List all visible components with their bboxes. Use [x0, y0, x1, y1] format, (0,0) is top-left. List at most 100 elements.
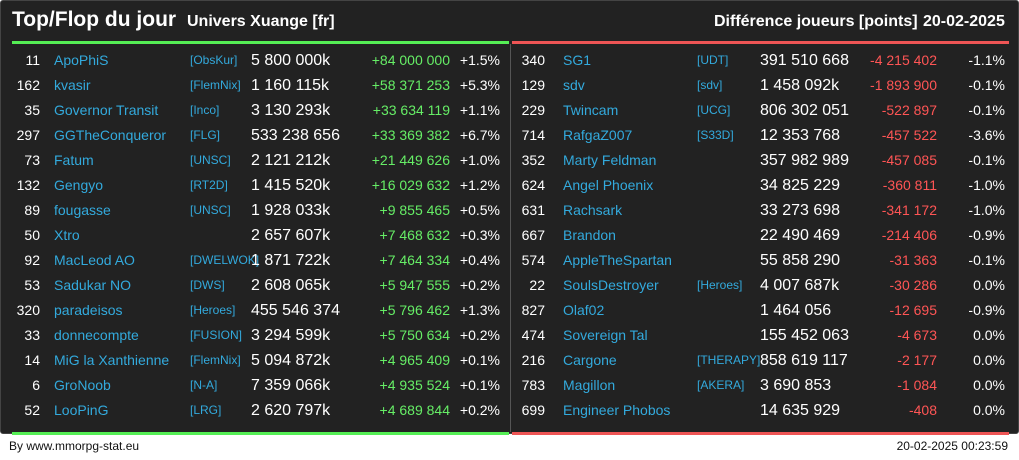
player-rank: 474	[521, 327, 545, 343]
alliance-tag-link[interactable]: [FLG]	[190, 128, 221, 142]
player-name-link[interactable]: Rachsark	[563, 202, 623, 218]
player-rank: 11	[25, 52, 40, 68]
player-points: 7 359 066k	[251, 377, 331, 394]
player-name-link[interactable]: Xtro	[54, 227, 80, 243]
player-name-link[interactable]: Magillon	[563, 377, 616, 393]
alliance-tag-link[interactable]: [sdv]	[697, 78, 723, 92]
player-name-link[interactable]: donnecompte	[54, 327, 139, 343]
player-points: 533 238 656	[251, 127, 340, 144]
alliance-tag-link[interactable]: [UNSC]	[190, 153, 231, 167]
player-points: 1 464 056	[760, 302, 832, 319]
player-name-link[interactable]: SoulsDestroyer	[563, 277, 659, 293]
points-difference: +16 029 632	[371, 177, 450, 193]
player-rank: 827	[521, 302, 545, 318]
player-name-link[interactable]: ApoPhiS	[54, 52, 109, 68]
player-name-link[interactable]: Fatum	[54, 152, 94, 168]
alliance-tag-link[interactable]: [AKERA]	[697, 378, 745, 392]
player-points: 2 657 607k	[251, 227, 331, 244]
alliance-tag-link[interactable]: [THERAPY]	[697, 353, 761, 367]
player-rank: 297	[16, 127, 40, 143]
player-name-link[interactable]: Cargone	[563, 352, 617, 368]
player-name-link[interactable]: Angel Phoenix	[563, 177, 654, 193]
top-row: 92 MacLeod AO [DWELWOK] 1 871 722k +7 464 33…	[1, 248, 500, 273]
player-name-link[interactable]: RafgaZ007	[563, 127, 633, 143]
points-difference: -2 177	[897, 352, 937, 368]
alliance-tag-link[interactable]: [N-A]	[190, 378, 218, 392]
alliance-tag-link[interactable]: [LRG]	[190, 403, 222, 417]
player-name-link[interactable]: MacLeod AO	[54, 252, 135, 268]
alliance-tag-link[interactable]: [DWS]	[190, 278, 225, 292]
player-name-link[interactable]: Gengyo	[54, 177, 104, 193]
player-name-link[interactable]: sdv	[563, 77, 585, 93]
alliance-tag-link[interactable]: [UDT]	[697, 53, 729, 67]
points-difference: -214 406	[881, 227, 937, 243]
points-difference: +4 689 844	[379, 402, 450, 418]
player-rank: 783	[521, 377, 545, 393]
footer-source: By www.mmorpg-stat.eu	[9, 439, 140, 453]
universe-label: Univers Xuange [fr]	[187, 13, 335, 30]
alliance-tag-link[interactable]: [FlemNix]	[190, 353, 241, 367]
percent-change: +1.1%	[459, 102, 500, 118]
player-name-link[interactable]: AppleTheSpartan	[563, 252, 672, 268]
percent-change: -0.1%	[968, 102, 1005, 118]
points-difference: -4 673	[897, 327, 937, 343]
player-name-link[interactable]: kvasir	[54, 77, 91, 93]
player-name-link[interactable]: Engineer Phobos	[563, 402, 671, 418]
player-points: 1 415 520k	[251, 177, 331, 194]
player-points: 1 928 033k	[251, 202, 331, 219]
player-rank: 352	[521, 152, 545, 168]
alliance-tag-link[interactable]: [RT2D]	[190, 178, 228, 192]
flop-row: 574 AppleTheSpartan 55 858 290 -31 363 -0.1%	[510, 248, 1007, 273]
player-name-link[interactable]: Sovereign Tal	[563, 327, 648, 343]
top-list-bottom-bar	[12, 432, 509, 435]
points-difference: -1 084	[897, 377, 937, 393]
player-name-link[interactable]: Twincam	[563, 102, 619, 118]
player-name-link[interactable]: MiG la Xanthienne	[54, 352, 170, 368]
alliance-tag-link[interactable]: [FlemNix]	[190, 78, 241, 92]
alliance-tag-link[interactable]: [Heroes]	[697, 278, 743, 292]
player-rank: 574	[521, 252, 545, 268]
points-difference: -30 286	[889, 277, 937, 293]
flop-row: 624 Angel Phoenix 34 825 229 -360 811 -1.0%	[510, 173, 1007, 198]
player-name-link[interactable]: Olaf02	[563, 302, 605, 318]
percent-change: 0.0%	[973, 377, 1005, 393]
alliance-tag-link[interactable]: [UNSC]	[190, 203, 231, 217]
points-difference: -522 897	[881, 102, 937, 118]
flop-row: 229 Twincam [UCG] 806 302 051 -522 897 -0.1%	[510, 98, 1007, 123]
player-name-link[interactable]: paradeisos	[54, 302, 123, 318]
alliance-tag-link[interactable]: [UCG]	[697, 103, 731, 117]
alliance-tag-link[interactable]: [S33D]	[697, 128, 734, 142]
alliance-tag-link[interactable]: [ObsKur]	[190, 53, 238, 67]
points-difference: +7 464 334	[379, 252, 450, 268]
percent-change: +5.3%	[459, 77, 500, 93]
top-row: 50 Xtro 2 657 607k +7 468 632 +0.3%	[1, 223, 500, 248]
player-points: 155 452 063	[760, 327, 849, 344]
player-name-link[interactable]: Governor Transit	[54, 102, 159, 118]
alliance-tag-link[interactable]: [DWELWOK]	[190, 253, 260, 267]
player-name-link[interactable]: fougasse	[54, 202, 111, 218]
flop-row: 783 Magillon [AKERA] 3 690 853 -1 084 0.0%	[510, 373, 1007, 398]
player-name-link[interactable]: GGTheConqueror	[54, 127, 167, 143]
page-title: Top/Flop du jour	[12, 8, 177, 31]
header-date: 20-02-2025	[923, 13, 1005, 30]
flop-row: 352 Marty Feldman 357 982 989 -457 085 -0.1%	[510, 148, 1007, 173]
player-name-link[interactable]: LooPinG	[54, 402, 109, 418]
player-rank: 631	[521, 202, 545, 218]
alliance-tag-link[interactable]: [Inco]	[190, 103, 220, 117]
percent-change: +0.3%	[459, 227, 500, 243]
player-name-link[interactable]: SG1	[563, 52, 592, 68]
percent-change: 0.0%	[973, 327, 1005, 343]
player-points: 14 635 929	[760, 402, 841, 419]
player-name-link[interactable]: Brandon	[563, 227, 616, 243]
player-name-link[interactable]: Sadukar NO	[54, 277, 132, 293]
percent-change: +6.7%	[459, 127, 500, 143]
percent-change: +0.1%	[459, 377, 500, 393]
player-rank: 162	[16, 77, 40, 93]
alliance-tag-link[interactable]: [FUSION]	[190, 328, 243, 342]
alliance-tag-link[interactable]: [Heroes]	[190, 303, 236, 317]
player-name-link[interactable]: GroNoob	[54, 377, 111, 393]
player-name-link[interactable]: Marty Feldman	[563, 152, 657, 168]
percent-change: +1.3%	[459, 302, 500, 318]
flop-row: 631 Rachsark 33 273 698 -341 172 -1.0%	[510, 198, 1007, 223]
player-rank: 129	[521, 77, 545, 93]
